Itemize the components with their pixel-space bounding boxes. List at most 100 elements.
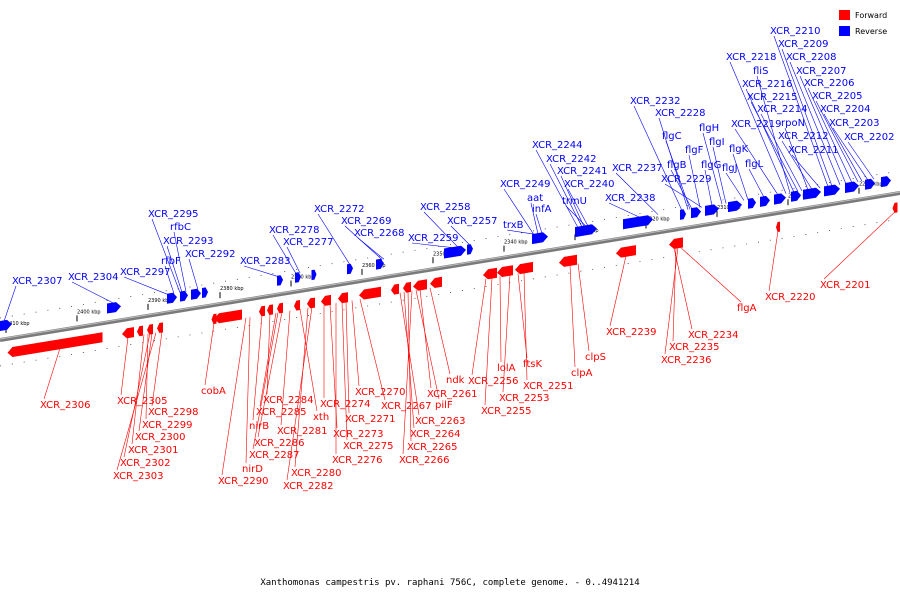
forward-label-leader bbox=[672, 247, 677, 342]
reverse-label-leader bbox=[760, 113, 803, 192]
reverse-gene-arrow bbox=[865, 178, 875, 190]
reverse-label-leader bbox=[503, 188, 535, 235]
reverse-label-leader bbox=[560, 175, 585, 227]
forward-gene-label: XCR_2263 bbox=[415, 416, 466, 427]
legend-reverse-swatch bbox=[839, 26, 850, 36]
reverse-gene-label: flgJ bbox=[722, 163, 738, 174]
forward-gene-arrow bbox=[294, 300, 300, 311]
forward-gene-label: XCR_2253 bbox=[499, 393, 550, 404]
forward-gene-label: XCR_2264 bbox=[410, 429, 461, 440]
forward-gene-arrow bbox=[359, 286, 381, 300]
forward-gene-arrow bbox=[892, 202, 898, 213]
reverse-gene-label: XCR_2292 bbox=[185, 249, 236, 260]
reverse-gene-label: flgH bbox=[699, 123, 719, 134]
kbp-tick-label: 2380 kbp bbox=[220, 286, 244, 292]
forward-label-leader bbox=[151, 331, 163, 407]
reverse-label-leader bbox=[688, 154, 701, 208]
forward-label-leader bbox=[823, 211, 896, 280]
forward-gene-label: XCR_2286 bbox=[254, 438, 305, 449]
forward-label-leader bbox=[768, 230, 779, 292]
forward-gene-arrow bbox=[147, 324, 153, 335]
reverse-gene-label: XCR_2205 bbox=[812, 91, 863, 102]
reverse-gene-label: XCR_2277 bbox=[283, 237, 334, 248]
reverse-gene-label: XCR_2204 bbox=[820, 104, 871, 115]
forward-label-leader bbox=[359, 299, 386, 401]
forward-gene-label: XCR_2270 bbox=[355, 387, 406, 398]
reverse-label-leader bbox=[615, 172, 659, 215]
reverse-gene-arrow bbox=[191, 288, 201, 300]
reverse-gene-label: XCR_2229 bbox=[661, 174, 712, 185]
reverse-label-leader bbox=[151, 218, 181, 293]
forward-gene-label: XCR_2271 bbox=[345, 414, 396, 425]
reverse-gene-label: XCR_2238 bbox=[605, 193, 656, 204]
reverse-label-leader bbox=[781, 48, 833, 187]
reverse-label-leader bbox=[658, 117, 689, 210]
forward-gene-arrow bbox=[391, 283, 399, 295]
forward-gene-arrow bbox=[259, 305, 265, 317]
forward-gene-label: cobA bbox=[201, 386, 226, 397]
forward-gene-label: ftsK bbox=[523, 359, 542, 370]
forward-gene-label: clpS bbox=[585, 352, 606, 363]
forward-gene-label: lolA bbox=[497, 363, 516, 374]
forward-label-leader bbox=[471, 278, 487, 376]
forward-gene-arrow bbox=[403, 281, 411, 293]
reverse-gene-arrow bbox=[0, 319, 12, 331]
forward-label-leader bbox=[204, 323, 215, 386]
reverse-gene-label: XCR_2203 bbox=[829, 118, 880, 129]
reverse-gene-label: XCR_2214 bbox=[757, 104, 808, 115]
reverse-gene-label: XCR_2237 bbox=[612, 163, 663, 174]
forward-gene-label: XCR_2274 bbox=[320, 399, 371, 410]
reverse-label-leader bbox=[823, 113, 863, 182]
axis-highlight bbox=[0, 191, 900, 340]
kbp-tick-label: 2360 kbp bbox=[362, 263, 386, 269]
reverse-gene-arrow bbox=[295, 272, 301, 283]
forward-label-leader bbox=[502, 274, 511, 393]
reverse-gene-arrow bbox=[845, 181, 859, 193]
reverse-gene-arrow bbox=[167, 292, 177, 304]
reverse-gene-label: XCR_2297 bbox=[120, 267, 171, 278]
reverse-label-leader bbox=[732, 153, 749, 200]
forward-gene-label: XCR_2239 bbox=[606, 327, 657, 338]
forward-gene-label: XCR_2265 bbox=[407, 442, 458, 453]
forward-gene-label: XCR_2280 bbox=[291, 468, 342, 479]
forward-gene-label: XCR_2256 bbox=[468, 376, 519, 387]
forward-gene-label: nirD bbox=[242, 464, 263, 475]
reverse-label-leader bbox=[123, 276, 169, 295]
reverse-gene-label: XCR_2206 bbox=[804, 78, 855, 89]
reverse-gene-arrow bbox=[311, 269, 317, 281]
forward-gene-arrow bbox=[214, 309, 242, 324]
reverse-label-leader bbox=[3, 285, 17, 322]
forward-gene-label: XCR_2282 bbox=[283, 481, 334, 492]
forward-label-leader bbox=[280, 310, 291, 426]
reverse-gene-label: XCR_2208 bbox=[786, 52, 837, 63]
forward-gene-label: ndk bbox=[446, 375, 465, 386]
reverse-gene-label: XCR_2249 bbox=[500, 179, 551, 190]
forward-gene-label: XCR_2267 bbox=[381, 401, 432, 412]
forward-label-leader bbox=[120, 337, 129, 396]
forward-label-leader bbox=[123, 333, 151, 458]
axis-line bbox=[0, 191, 900, 342]
reverse-gene-label: XCR_2210 bbox=[770, 26, 821, 37]
reverse-label-leader bbox=[729, 61, 787, 194]
reverse-gene-label: XCR_2244 bbox=[532, 140, 583, 151]
reverse-label-leader bbox=[815, 100, 859, 182]
forward-gene-arrow bbox=[515, 261, 533, 275]
forward-label-leader bbox=[259, 312, 277, 407]
reverse-label-leader bbox=[784, 127, 809, 191]
forward-gene-label: XCR_2273 bbox=[333, 429, 384, 440]
reverse-label-leader bbox=[750, 101, 799, 192]
reverse-label-leader bbox=[799, 75, 847, 184]
reverse-label-leader bbox=[712, 146, 727, 204]
forward-label-leader bbox=[523, 272, 528, 381]
reverse-label-leader bbox=[243, 265, 279, 277]
forward-gene-label: flgA bbox=[737, 303, 757, 314]
reverse-gene-label: XCR_2268 bbox=[354, 228, 405, 239]
reverse-label-leader bbox=[164, 265, 175, 294]
forward-gene-arrow bbox=[137, 325, 143, 337]
forward-gene-label: pilF bbox=[435, 400, 453, 411]
reverse-gene-label: trxB bbox=[503, 220, 524, 231]
forward-gene-arrow bbox=[321, 294, 331, 306]
forward-gene-arrow bbox=[157, 322, 163, 333]
reverse-gene-label: flgK bbox=[729, 144, 749, 155]
reverse-gene-arrow bbox=[691, 207, 701, 219]
